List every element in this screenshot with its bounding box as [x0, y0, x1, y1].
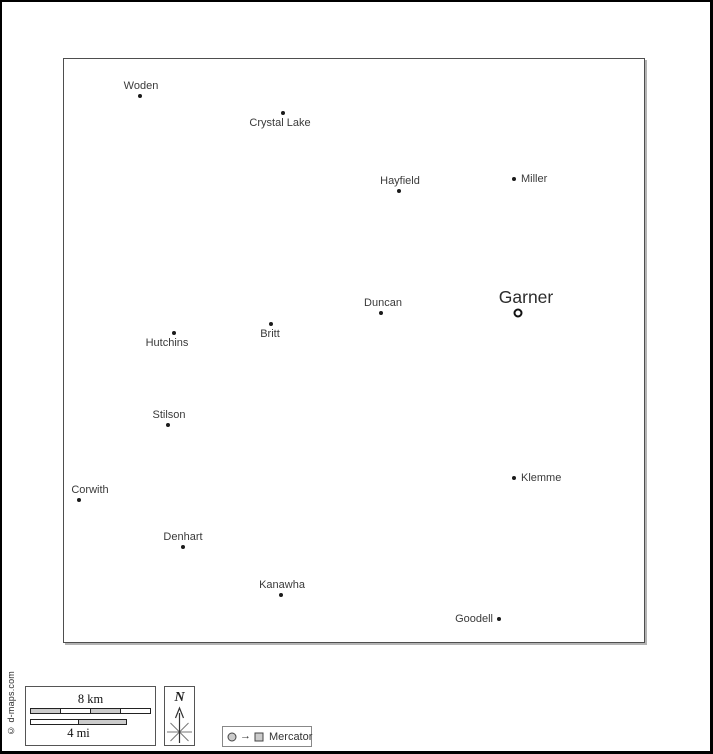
town-label-goodell: Goodell: [455, 612, 493, 625]
map-frame: [63, 58, 645, 643]
town-label-duncan: Duncan: [364, 296, 402, 309]
town-dot-marker: [397, 189, 401, 193]
town-label-denhart: Denhart: [163, 530, 203, 543]
scale-km-bar: [30, 708, 151, 714]
town-label-stilson: Stilson: [152, 408, 186, 421]
projected-square-icon: [254, 732, 264, 741]
town-dot-marker: [181, 545, 185, 549]
town-dot-marker: [512, 177, 516, 181]
scale-km-label: 8 km: [77, 692, 104, 706]
copyright-credit: © d-maps.com: [6, 671, 16, 736]
town-dot-marker: [172, 331, 176, 335]
town-label-hutchins: Hutchins: [145, 337, 189, 349]
projection-name: Mercator: [269, 730, 313, 743]
town-label-hayfield: Hayfield: [380, 174, 420, 187]
sphere-icon: [227, 732, 237, 741]
scale-segment-white: [120, 709, 150, 713]
scale-segment-gray: [90, 709, 120, 713]
town-label-kanawha: Kanawha: [259, 578, 305, 591]
town-dot-marker: [269, 322, 273, 326]
scale-bar-box: 8 km 4 mi: [25, 686, 156, 746]
scale-segment-gray: [78, 720, 126, 724]
north-arrow-icon: [167, 706, 192, 743]
town-label-crystal-lake: Crystal Lake: [249, 117, 311, 129]
projection-arrow-icon: →: [240, 730, 251, 742]
scale-mi-bar: [30, 719, 127, 725]
compass-north-label: N: [174, 690, 185, 705]
scale-segment-white: [60, 709, 90, 713]
town-label-britt: Britt: [260, 328, 280, 340]
town-dot-marker: [166, 423, 170, 427]
town-dot-marker: [379, 311, 383, 315]
town-label-woden: Woden: [123, 79, 159, 92]
projection-legend-box: → Mercator: [222, 726, 312, 747]
scale-segment-gray: [31, 709, 60, 713]
town-dot-marker: [281, 111, 285, 115]
town-dot-marker: [279, 593, 283, 597]
scale-segment-white: [31, 720, 78, 724]
town-label-miller: Miller: [521, 172, 548, 185]
town-dot-marker: [497, 617, 501, 621]
town-label-corwith: Corwith: [71, 483, 109, 496]
town-dot-marker: [512, 476, 516, 480]
scale-mi-label: 4 mi: [67, 726, 90, 740]
compass-box: N: [164, 686, 195, 746]
town-label-garner: Garner: [498, 286, 554, 307]
town-dot-marker: [138, 94, 142, 98]
town-label-klemme: Klemme: [521, 471, 562, 484]
town-dot-marker: [77, 498, 81, 502]
city-ring-marker: [513, 308, 523, 318]
